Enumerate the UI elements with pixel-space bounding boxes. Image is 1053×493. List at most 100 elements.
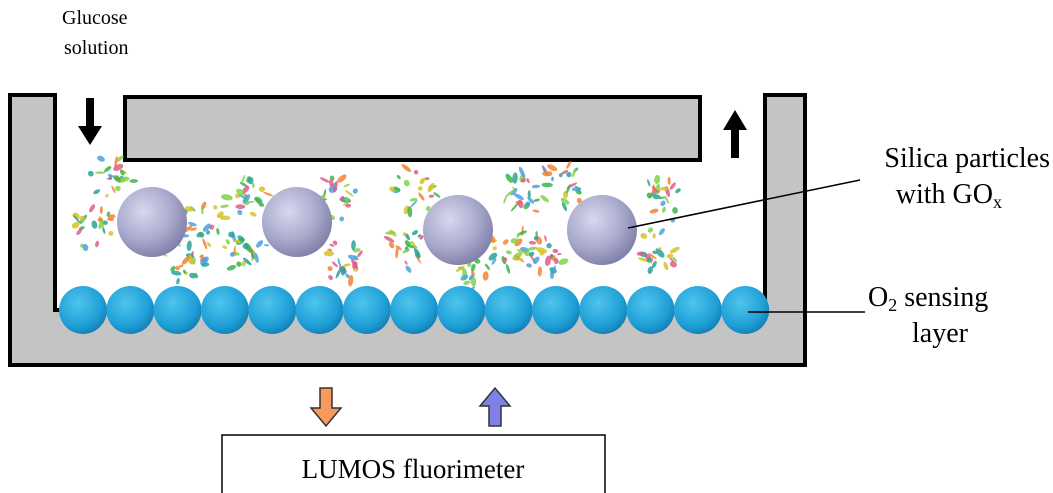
silica-particle: [567, 195, 637, 265]
enzyme-part: [111, 185, 116, 194]
lid: [123, 95, 702, 162]
enzyme-part: [176, 277, 180, 285]
enzyme-part: [463, 280, 471, 285]
enzyme-part: [550, 253, 553, 259]
enzyme-part: [114, 185, 121, 192]
enzyme-part: [654, 174, 661, 184]
enzyme-part: [220, 204, 229, 208]
inflow-arrow: [78, 98, 102, 145]
enzyme-part: [571, 186, 582, 192]
enzyme-part: [547, 164, 558, 172]
enzyme-part: [345, 203, 352, 208]
enzyme-part: [247, 176, 254, 185]
enzyme-part: [533, 235, 539, 241]
enzyme-part: [323, 250, 335, 257]
enzyme-part: [647, 266, 653, 274]
enzyme-part: [535, 231, 538, 237]
enzyme-part: [129, 179, 139, 183]
enzyme-part: [73, 214, 81, 224]
enzyme-part: [557, 252, 562, 256]
enzyme-part: [94, 171, 106, 174]
enzyme-part: [401, 164, 412, 172]
enzyme-part: [332, 240, 338, 246]
enzyme-part: [636, 251, 645, 256]
enzyme-part: [196, 231, 203, 238]
sensing-sphere: [437, 286, 486, 334]
enzyme-part: [88, 170, 94, 177]
enzyme-part: [502, 239, 509, 245]
enzyme-part: [658, 228, 665, 236]
sensing-label: O2 sensing: [868, 282, 988, 315]
enzyme-part: [552, 265, 556, 275]
enzyme-part: [242, 185, 250, 194]
enzyme-part: [201, 262, 210, 267]
enzyme-part: [414, 254, 422, 264]
enzyme-part: [242, 194, 251, 204]
enzyme-part: [411, 230, 419, 236]
enzyme-part: [527, 196, 535, 204]
enzyme-part: [669, 182, 676, 190]
enzyme-part: [560, 170, 569, 175]
enzyme: [541, 161, 582, 212]
enzyme-part: [106, 218, 115, 222]
enzyme-part: [393, 186, 401, 192]
enzyme-part: [120, 169, 125, 176]
sensing-sphere: [673, 286, 722, 334]
enzyme-part: [188, 222, 197, 227]
enzyme: [636, 227, 680, 274]
enzyme-part: [517, 199, 524, 209]
enzyme-part: [352, 188, 358, 194]
enzyme-part: [558, 258, 569, 265]
enzyme-part: [560, 197, 570, 205]
enzyme-part: [413, 247, 421, 259]
enzyme-part: [652, 233, 656, 239]
enzyme-part: [524, 250, 531, 256]
enzyme-part: [237, 235, 245, 242]
enzyme-part: [337, 257, 342, 268]
enzyme-part: [331, 261, 338, 268]
enzyme: [383, 229, 424, 273]
enzyme-part: [520, 178, 526, 183]
enzyme-part: [207, 242, 212, 248]
enzyme-part: [120, 176, 130, 182]
enzyme-part: [242, 257, 252, 266]
sensing-sphere: [59, 286, 107, 334]
enzyme-part: [91, 220, 98, 229]
enzyme-part: [114, 155, 118, 168]
enzyme-part: [405, 265, 412, 273]
enzyme: [323, 240, 363, 287]
enzyme-part: [104, 166, 112, 173]
silica-particle: [117, 187, 187, 257]
enzyme-part: [544, 235, 547, 242]
enzyme-part: [258, 186, 266, 193]
enzyme-part: [655, 248, 665, 258]
enzyme-part: [98, 219, 104, 230]
enzyme-part: [202, 223, 211, 232]
enzyme-part: [531, 184, 541, 189]
enzyme-part: [396, 175, 401, 180]
enzyme-part: [82, 244, 89, 252]
enzyme-part: [353, 255, 359, 261]
enzyme-part: [189, 227, 197, 231]
enzyme-part: [491, 258, 497, 265]
enzyme-part: [468, 274, 474, 281]
enzyme-part: [175, 265, 180, 271]
enzyme-part: [102, 226, 106, 234]
enzyme-part: [576, 197, 582, 204]
enzyme-part: [241, 174, 246, 184]
enzyme-part: [647, 227, 654, 233]
enzyme-part: [242, 243, 249, 250]
enzyme-part: [660, 200, 666, 207]
enzyme-part: [95, 240, 100, 248]
enzyme-part: [102, 220, 108, 225]
enzyme-part: [410, 200, 418, 208]
enzyme-part: [404, 260, 408, 265]
enzyme-part: [256, 240, 264, 248]
enzyme-part: [213, 205, 218, 210]
enzyme-part: [502, 257, 508, 262]
enzyme: [221, 174, 274, 217]
enzyme-part: [425, 177, 430, 181]
enzyme-part: [527, 246, 538, 251]
enzyme-part: [395, 247, 399, 259]
enzyme-part: [528, 240, 537, 245]
